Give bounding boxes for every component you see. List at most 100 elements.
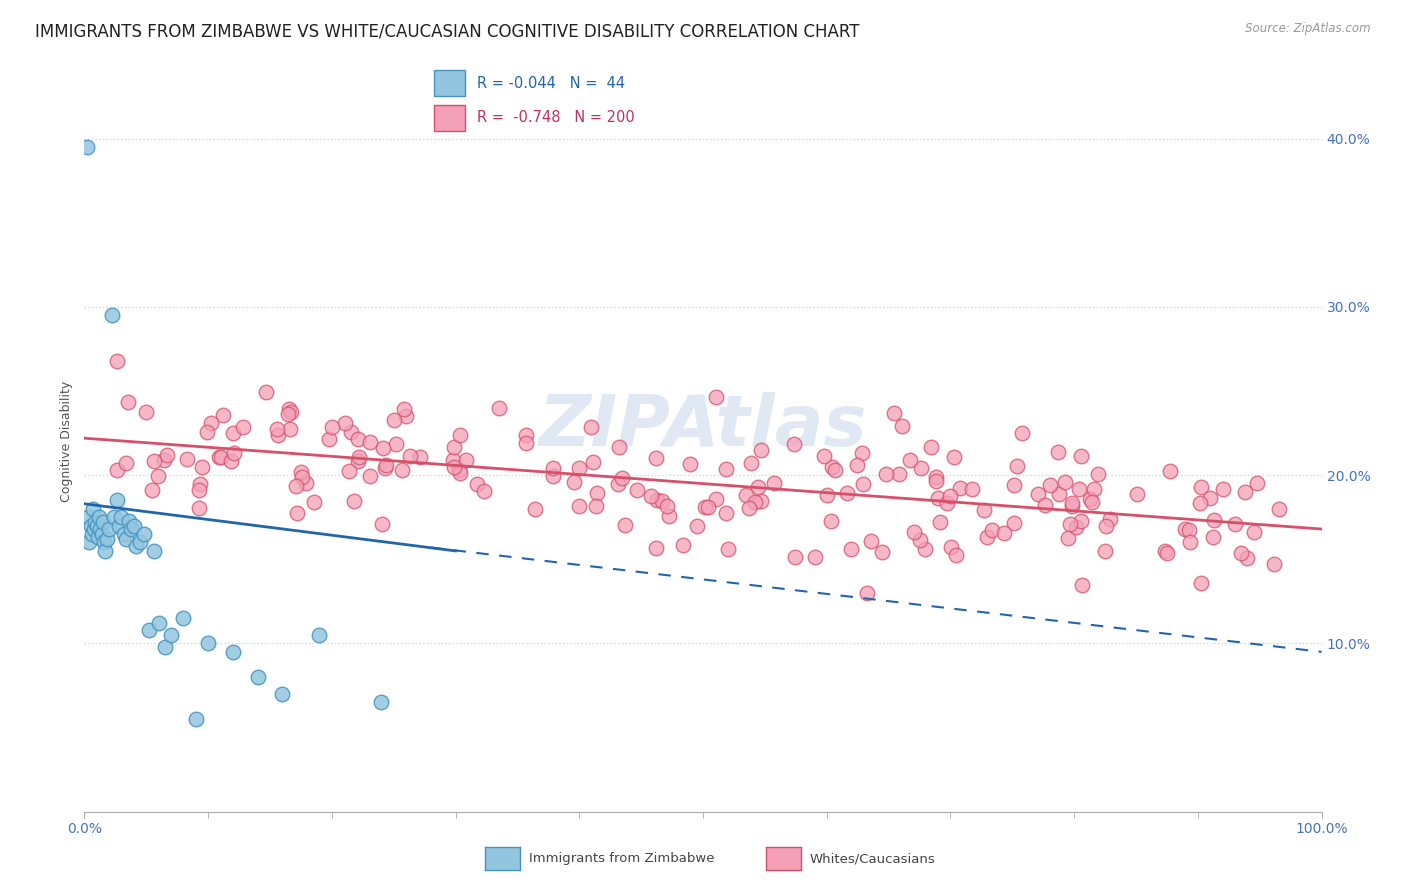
Point: [222, 426, 245, 441]
Point: [645, 450, 668, 465]
Point: [172, 611, 194, 625]
Point: [100, 309, 122, 323]
Point: [87, 531, 110, 545]
Point: [191, 460, 214, 475]
Point: [94, 544, 117, 558]
Point: [370, 695, 392, 709]
Point: [1126, 487, 1149, 501]
Point: [645, 493, 668, 508]
Point: [291, 470, 314, 484]
Point: [86, 518, 108, 533]
Point: [267, 428, 290, 442]
Point: [153, 453, 176, 467]
Point: [1159, 464, 1181, 478]
Point: [744, 494, 766, 508]
Point: [465, 476, 488, 491]
Point: [579, 420, 602, 434]
Point: [815, 488, 838, 502]
Point: [222, 645, 245, 659]
Point: [254, 384, 277, 399]
Point: [114, 457, 136, 471]
Point: [76, 140, 98, 154]
Point: [890, 419, 912, 434]
Point: [1071, 578, 1094, 592]
Text: IMMIGRANTS FROM ZIMBABWE VS WHITE/CAUCASIAN COGNITIVE DISABILITY CORRELATION CHA: IMMIGRANTS FROM ZIMBABWE VS WHITE/CAUCAS…: [35, 22, 859, 40]
Point: [138, 623, 160, 637]
Point: [91, 516, 114, 530]
Point: [515, 436, 537, 450]
Point: [359, 468, 381, 483]
Point: [195, 425, 218, 439]
Point: [392, 401, 415, 416]
Point: [176, 452, 198, 467]
Point: [856, 586, 879, 600]
Point: [456, 453, 478, 467]
Point: [472, 483, 495, 498]
Text: R = -0.044   N =  44: R = -0.044 N = 44: [478, 76, 626, 91]
Point: [1243, 524, 1265, 539]
Point: [839, 542, 862, 557]
Point: [443, 440, 465, 454]
Point: [1233, 485, 1256, 500]
Point: [155, 448, 177, 462]
Point: [295, 476, 318, 491]
Point: [391, 463, 413, 477]
Point: [714, 506, 737, 520]
Point: [762, 475, 785, 490]
Point: [1202, 530, 1225, 544]
Point: [686, 519, 709, 533]
Point: [1005, 458, 1028, 473]
Point: [1062, 496, 1084, 510]
Point: [606, 477, 628, 491]
Point: [302, 495, 325, 509]
Point: [120, 522, 142, 536]
Point: [112, 527, 135, 541]
Point: [859, 533, 882, 548]
Point: [105, 493, 128, 508]
Point: [735, 488, 758, 502]
Point: [645, 541, 668, 555]
Point: [1059, 517, 1081, 532]
Point: [1212, 482, 1234, 496]
Point: [105, 463, 128, 477]
Point: [568, 460, 591, 475]
Point: [115, 532, 138, 546]
Point: [962, 483, 984, 497]
Point: [384, 437, 406, 451]
Point: [219, 454, 242, 468]
Point: [132, 527, 155, 541]
Point: [142, 544, 165, 558]
Point: [443, 460, 465, 475]
Point: [79, 535, 101, 549]
Point: [927, 491, 949, 506]
Point: [1174, 522, 1197, 536]
Point: [359, 435, 381, 450]
Point: [209, 450, 232, 465]
Point: [672, 538, 695, 552]
Point: [200, 416, 222, 430]
Point: [585, 485, 607, 500]
Point: [374, 460, 396, 475]
Point: [1039, 478, 1062, 492]
Point: [1046, 445, 1069, 459]
Point: [714, 462, 737, 476]
Point: [342, 494, 364, 508]
Point: [541, 461, 564, 475]
Point: [582, 455, 605, 469]
Text: Whites/Caucasians: Whites/Caucasians: [810, 853, 935, 865]
Point: [1230, 546, 1253, 560]
Point: [976, 530, 998, 544]
Point: [184, 712, 207, 726]
Point: [515, 428, 537, 442]
Point: [939, 540, 962, 554]
Text: R =  -0.748   N = 200: R = -0.748 N = 200: [478, 111, 636, 125]
Point: [924, 474, 946, 488]
Point: [870, 545, 893, 559]
Point: [347, 432, 370, 446]
Point: [804, 549, 827, 564]
Point: [148, 616, 170, 631]
Point: [441, 453, 464, 467]
Point: [820, 514, 842, 528]
Point: [118, 514, 141, 528]
Point: [1064, 519, 1087, 533]
